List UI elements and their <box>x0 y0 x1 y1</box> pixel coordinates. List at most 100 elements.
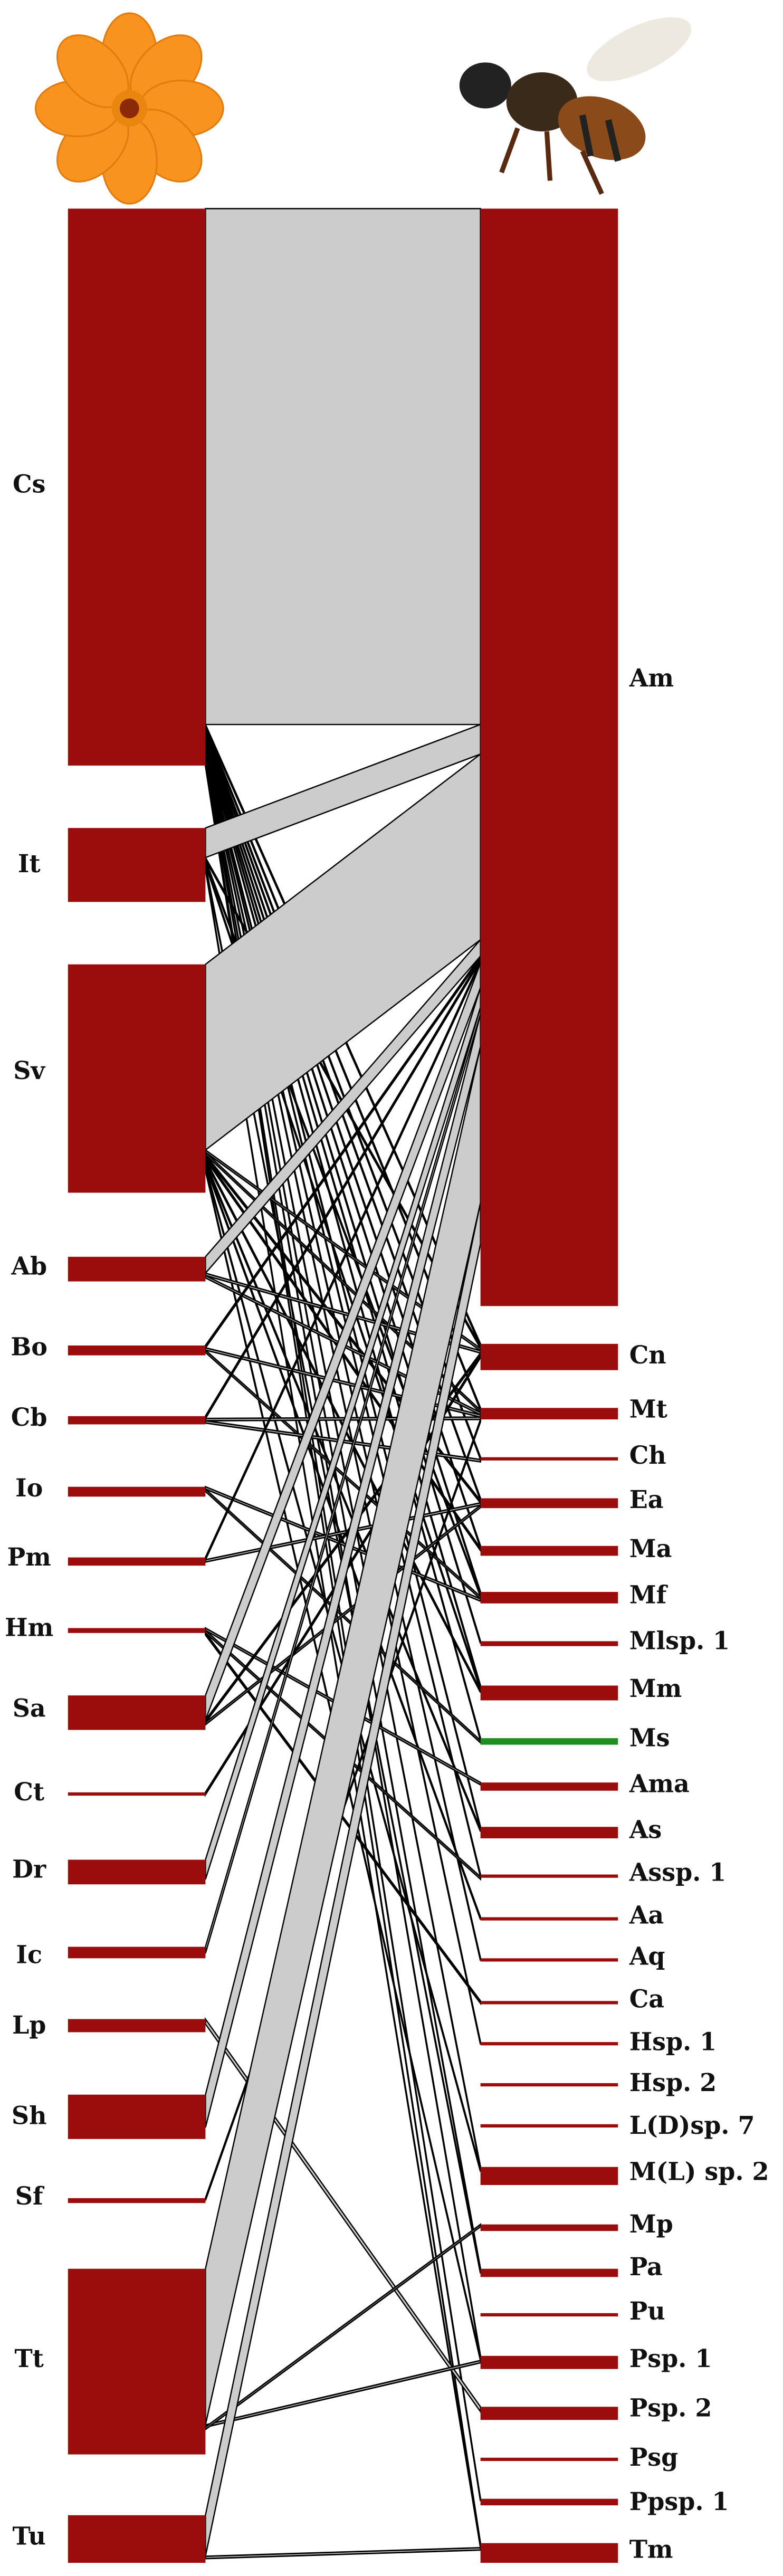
plant-node <box>68 1416 206 1425</box>
plant-node <box>68 1859 206 1885</box>
pollinator-label: Tm <box>629 2534 673 2563</box>
pollinator-label: Mf <box>629 1580 669 1609</box>
pollinator-label: Assp. 1 <box>629 1857 727 1886</box>
link <box>205 2359 482 2428</box>
pollinator-node <box>480 1917 618 1921</box>
link <box>205 2547 482 2560</box>
pollinator-label: Ca <box>629 1984 664 2013</box>
plant-node <box>68 1256 206 1282</box>
plant-label: Sh <box>12 2101 47 2130</box>
pollinator-node <box>480 208 618 1306</box>
plant-label: Ct <box>14 1777 44 1806</box>
pollinator-node <box>480 1958 618 1962</box>
plant-label: Sv <box>13 1056 46 1085</box>
pollinator-label: Mt <box>629 1394 668 1423</box>
plant-label: Ab <box>11 1251 47 1280</box>
pollinator-node <box>480 1408 618 1420</box>
plant-label: Tt <box>14 2344 44 2373</box>
pollinator-node <box>480 2083 618 2087</box>
plant-node <box>68 2094 206 2139</box>
pollinator-label: As <box>629 1815 662 1844</box>
pollinator-label: Mlsp. 1 <box>629 1626 730 1655</box>
pollinator-node <box>480 2355 618 2369</box>
plant-label: Hm <box>5 1613 53 1642</box>
pollinator-label: Hsp. 1 <box>629 2027 717 2056</box>
pollinator-label: M(L) sp. 2 <box>629 2157 769 2186</box>
plant-label: Cb <box>11 1403 47 1432</box>
plant-label: It <box>18 849 41 878</box>
pollinator-label: Aq <box>629 1941 665 1970</box>
pollinator-node <box>480 2268 618 2277</box>
pollinator-node <box>480 1641 618 1646</box>
plant-node <box>68 828 206 902</box>
pollinator-label: Ms <box>629 1723 670 1752</box>
plant-node <box>68 208 206 766</box>
bee-icon <box>459 17 692 195</box>
pollinator-node <box>480 1545 618 1556</box>
pollinator-label: Mp <box>629 2209 673 2238</box>
pollinator-node <box>480 2543 618 2563</box>
plant-label: Bo <box>11 1332 47 1361</box>
plant-node <box>68 1947 206 1959</box>
pollinator-label: Psp. 1 <box>629 2344 712 2373</box>
pollinator-label: L(D)sp. 7 <box>629 2111 755 2140</box>
pollinator-node <box>480 1457 618 1461</box>
pollinator-label: Psp. 2 <box>629 2393 712 2422</box>
plant-node <box>68 1486 206 1497</box>
links <box>205 208 482 2560</box>
pollinator-node <box>480 1498 618 1509</box>
pollinator-label: Ea <box>629 1485 664 1514</box>
plant-label: Ic <box>16 1940 42 1969</box>
pollinator-label: Pu <box>629 2296 665 2325</box>
plant-node <box>68 1792 206 1796</box>
pollinator-label: Ch <box>629 1440 666 1469</box>
pollinator-node <box>480 2124 618 2128</box>
pollinator-node <box>480 1685 618 1701</box>
plant-label: Cs <box>13 469 45 498</box>
pollinator-node <box>480 1827 618 1839</box>
plant-node <box>68 964 206 1193</box>
plant-node <box>68 2019 206 2033</box>
pollinator-label: Psg <box>629 2443 679 2472</box>
pollinator-node <box>480 1874 618 1878</box>
pollinator-node <box>480 2498 618 2506</box>
plant-label: Sa <box>13 1693 46 1722</box>
plant-node <box>68 1345 206 1356</box>
pollinator-node <box>480 2407 618 2420</box>
pollinator-label: Cn <box>629 1340 666 1369</box>
pollinator-node <box>480 1738 618 1745</box>
plant-node <box>68 2515 206 2563</box>
pollinator-node <box>480 1343 618 1370</box>
plant-node <box>68 1628 206 1633</box>
plant-label: Pm <box>7 1542 51 1571</box>
plant-label: Io <box>15 1473 43 1502</box>
plant-label: Sf <box>15 2181 45 2210</box>
pollinator-label: Aa <box>629 1900 664 1929</box>
pollinator-label: Ppsp. 1 <box>629 2487 729 2516</box>
plant-label: Lp <box>12 2010 46 2039</box>
pollinator-label: Am <box>629 663 674 692</box>
pollinator-label: Hsp. 2 <box>629 2068 717 2097</box>
pollinator-label: Mm <box>629 1674 682 1703</box>
pollinator-label: Pa <box>629 2252 663 2281</box>
nodes: Cs It Sv Ab Bo Cb Io Pm Hm Sa Ct Dr Ic Lp Sh Sf Tt Tu Am Cn… <box>5 208 769 2563</box>
plant-label: Dr <box>12 1854 46 1883</box>
plant-node <box>68 1695 206 1730</box>
pollinator-node <box>480 1592 618 1604</box>
pollinator-label: Ma <box>629 1534 672 1563</box>
plant-node <box>68 2268 206 2455</box>
pollinator-label: Ama <box>629 1769 690 1798</box>
pollinator-node <box>480 2457 618 2461</box>
pollinator-node <box>480 2224 618 2231</box>
plant-node <box>68 2198 206 2203</box>
plant-label: Tu <box>12 2521 45 2550</box>
pollinator-node <box>480 2042 618 2046</box>
pollinator-node <box>480 2313 618 2317</box>
pollinator-node <box>480 2001 618 2005</box>
plant-node <box>68 1557 206 1566</box>
pollinator-node <box>480 1782 618 1791</box>
link <box>205 208 481 726</box>
pollinator-node <box>480 2167 618 2185</box>
flower-icon <box>34 12 224 205</box>
